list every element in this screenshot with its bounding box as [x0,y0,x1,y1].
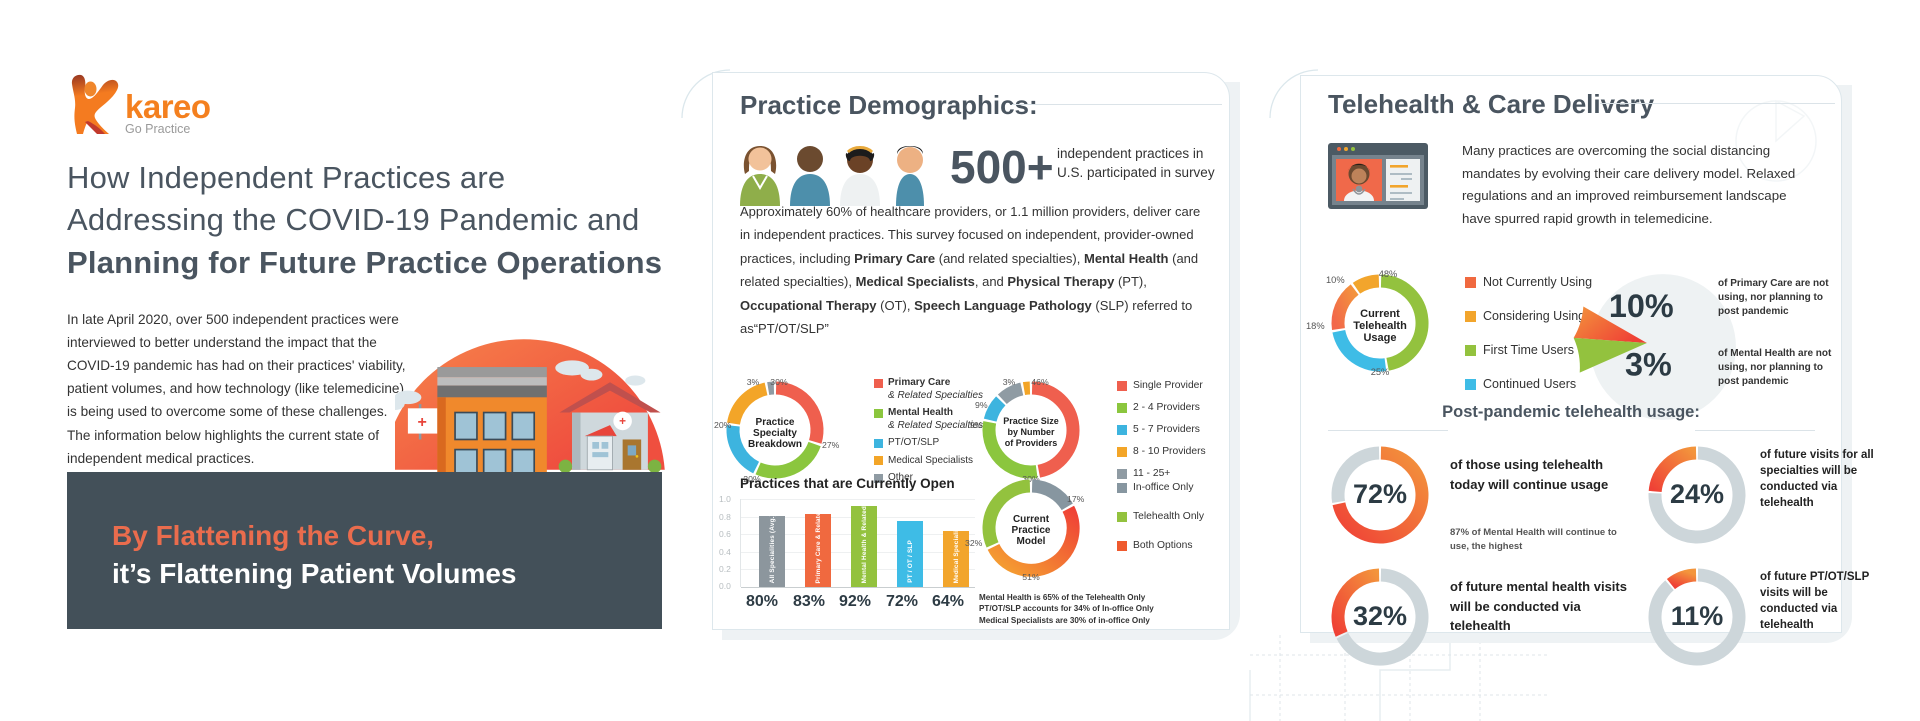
svg-text:30%: 30% [770,377,788,387]
svg-text:3%: 3% [1003,377,1016,387]
svg-text:Current: Current [1360,308,1400,320]
svg-text:Model: Model [1017,536,1046,547]
svg-text:by Number: by Number [1007,427,1055,437]
svg-text:27%: 27% [822,440,840,450]
svg-text:32%: 32% [965,538,983,548]
svg-text:18%: 18% [1306,321,1325,331]
svg-text:11%: 11% [1671,601,1724,631]
svg-text:Go Practice: Go Practice [125,122,190,136]
svg-text:of Providers: of Providers [1005,438,1058,448]
svg-text:9%: 9% [970,420,983,430]
svg-text:+: + [418,414,427,431]
svg-text:Telehealth: Telehealth [1353,320,1407,332]
svg-text:Practice: Practice [1012,525,1051,536]
svg-text:kareo: kareo [125,88,211,125]
svg-text:10%: 10% [1609,288,1674,324]
svg-text:17%: 17% [1067,494,1085,504]
svg-text:72%: 72% [1353,479,1407,509]
svg-text:46%: 46% [1031,377,1049,387]
svg-text:51%: 51% [1022,572,1040,582]
svg-text:48%: 48% [1379,269,1398,279]
svg-text:Specialty: Specialty [753,428,797,439]
svg-text:3%: 3% [747,377,760,387]
svg-text:9%: 9% [975,400,988,410]
svg-text:3%: 3% [1625,346,1672,382]
svg-text:Practice: Practice [756,417,795,428]
svg-text:24%: 24% [1670,479,1724,509]
svg-text:20%: 20% [714,420,732,430]
svg-text:10%: 10% [1326,275,1345,285]
svg-text:Practice Size: Practice Size [1003,416,1059,426]
svg-text:Usage: Usage [1363,332,1396,344]
svg-text:32%: 32% [1353,601,1407,631]
svg-text:Breakdown: Breakdown [748,439,802,450]
svg-text:25%: 25% [1371,367,1390,377]
svg-text:Current: Current [1013,514,1050,525]
svg-text:+: + [619,415,626,428]
